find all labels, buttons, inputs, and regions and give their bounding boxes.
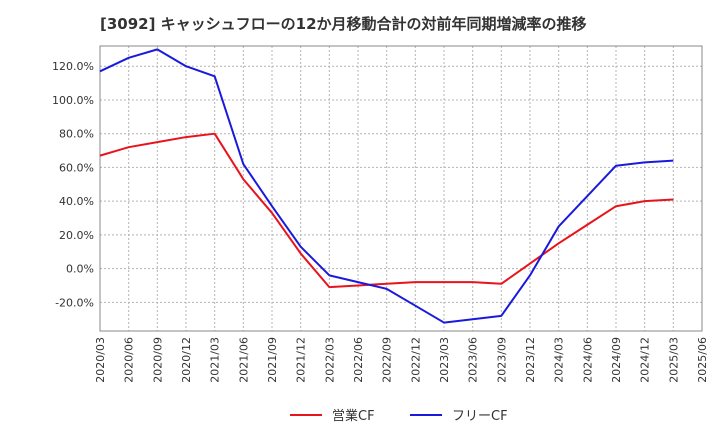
x-tick-label: 2025/06	[696, 337, 709, 383]
x-tick-label: 2021/03	[209, 337, 222, 383]
y-tick-label: 0.0%	[66, 263, 94, 276]
y-tick-label: 40.0%	[59, 195, 94, 208]
x-tick-label: 2024/09	[610, 337, 623, 383]
x-tick-label: 2022/12	[409, 337, 422, 383]
series-line-free-cf	[99, 48, 674, 324]
x-tick-label: 2021/06	[237, 337, 250, 383]
legend-label: 営業CF	[332, 408, 375, 424]
x-tick-label: 2021/12	[295, 337, 308, 383]
x-tick-label: 2025/03	[667, 337, 680, 383]
x-tick-label: 2023/06	[467, 337, 480, 383]
y-tick-label: 60.0%	[59, 161, 94, 174]
x-tick-label: 2020/09	[151, 337, 164, 383]
y-tick-label: -20.0%	[55, 296, 94, 309]
x-tick-label: 2023/03	[438, 337, 451, 383]
y-axis: -20.0% 0.0% 20.0% 40.0% 60.0% 80.0% 100.0% 120.…	[52, 60, 94, 309]
x-tick-label: 2023/09	[495, 337, 508, 383]
legend-label: フリーCF	[452, 409, 508, 424]
x-tick-label: 2022/06	[352, 337, 365, 383]
y-tick-label: 100.0%	[52, 94, 94, 107]
x-tick-label: 2020/03	[94, 337, 107, 383]
series-line-operating-cf	[99, 132, 674, 289]
series	[99, 48, 674, 324]
x-tick-label: 2024/03	[553, 337, 566, 383]
x-tick-label: 2021/09	[266, 337, 279, 383]
x-tick-label: 2020/06	[123, 337, 136, 383]
grid	[99, 46, 703, 331]
x-axis: 2020/03 2020/06 2020/09 2020/12 2021/03 2021/…	[94, 337, 709, 383]
plot-frame	[99, 45, 703, 332]
x-tick-label: 2024/12	[639, 337, 652, 383]
x-tick-label: 2020/12	[180, 337, 193, 383]
x-tick-label: 2022/09	[381, 337, 394, 383]
y-tick-label: 80.0%	[59, 128, 94, 141]
x-tick-label: 2023/12	[524, 337, 537, 383]
x-tick-label: 2022/03	[323, 337, 336, 383]
y-tick-label: 20.0%	[59, 229, 94, 242]
chart-title: [3092] キャッシュフローの12か月移動合計の対前年同期増減率の推移	[100, 15, 587, 33]
x-tick-label: 2024/06	[581, 337, 594, 383]
legend: 営業CF フリーCF	[290, 408, 508, 424]
y-tick-label: 120.0%	[52, 60, 94, 73]
